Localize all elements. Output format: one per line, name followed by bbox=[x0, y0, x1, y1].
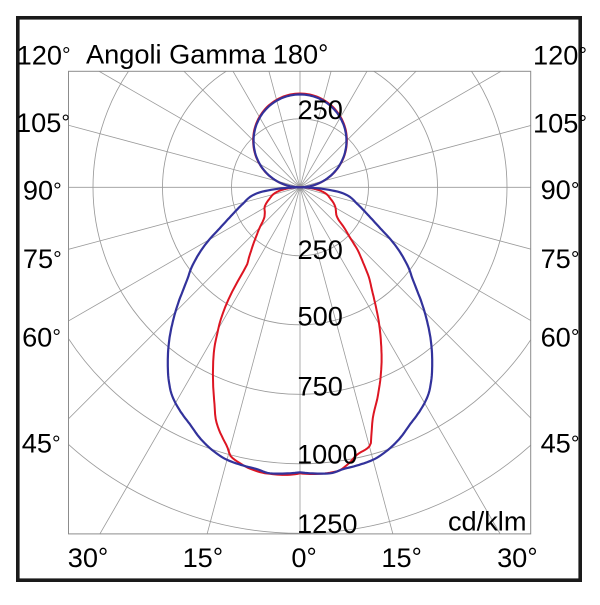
svg-text:90°: 90° bbox=[23, 175, 62, 206]
svg-text:cd/klm: cd/klm bbox=[448, 505, 527, 536]
svg-text:45°: 45° bbox=[541, 428, 580, 459]
svg-text:1250: 1250 bbox=[297, 508, 357, 539]
svg-text:750: 750 bbox=[298, 370, 343, 401]
svg-text:60°: 60° bbox=[22, 321, 61, 352]
svg-text:105°: 105° bbox=[533, 107, 587, 138]
svg-text:90°: 90° bbox=[541, 174, 580, 205]
svg-text:Angoli Gamma: Angoli Gamma bbox=[86, 38, 267, 69]
svg-text:180°: 180° bbox=[273, 38, 329, 69]
svg-text:15°: 15° bbox=[381, 542, 421, 573]
svg-text:1000: 1000 bbox=[297, 439, 357, 470]
svg-text:105°: 105° bbox=[16, 107, 70, 138]
svg-text:75°: 75° bbox=[23, 243, 62, 274]
svg-text:120°: 120° bbox=[533, 39, 587, 70]
svg-text:500: 500 bbox=[298, 300, 343, 331]
svg-text:60°: 60° bbox=[541, 321, 580, 352]
svg-text:250: 250 bbox=[298, 234, 343, 265]
svg-text:75°: 75° bbox=[541, 243, 580, 274]
svg-text:250: 250 bbox=[298, 94, 343, 125]
svg-text:30°: 30° bbox=[68, 542, 108, 573]
svg-text:120°: 120° bbox=[17, 39, 71, 70]
svg-text:30°: 30° bbox=[497, 542, 537, 573]
svg-text:0°: 0° bbox=[291, 542, 316, 573]
svg-text:15°: 15° bbox=[183, 542, 223, 573]
svg-text:45°: 45° bbox=[22, 428, 61, 459]
